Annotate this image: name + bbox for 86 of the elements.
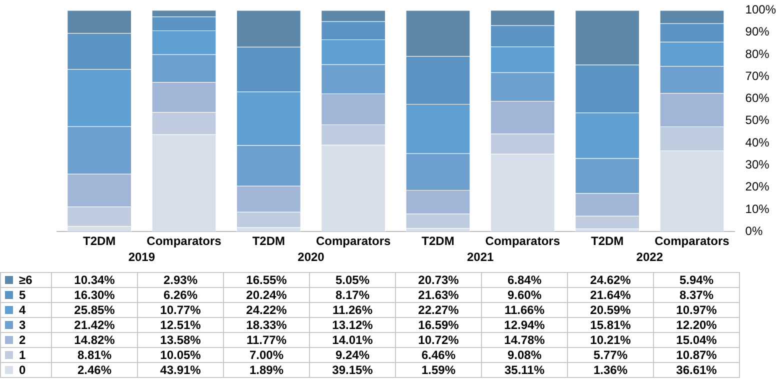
data-label: 10.21% (568, 332, 654, 348)
data-label: 9.24% (310, 348, 396, 362)
data-label: 11.77% (224, 332, 310, 348)
data-label: 39.15% (310, 362, 396, 378)
x-tick-label: T2DM (590, 234, 624, 248)
x-tick-label: Comparators (316, 234, 391, 248)
data-label: 9.08% (482, 348, 568, 362)
data-label: 5.94% (654, 272, 740, 288)
data-label: 15.81% (568, 318, 654, 332)
legend-label: 0 (19, 363, 26, 377)
data-label: 36.61% (654, 362, 740, 378)
data-label: 10.34% (52, 272, 138, 288)
data-label: 5.77% (568, 348, 654, 362)
data-label: 16.55% (224, 272, 310, 288)
data-label: 2.46% (52, 362, 138, 378)
data-label: 16.59% (396, 318, 482, 332)
data-label: 21.42% (52, 318, 138, 332)
data-label: 20.59% (568, 302, 654, 318)
y-tick-label: 80% (745, 46, 770, 61)
y-tick-label: 70% (745, 68, 770, 83)
data-label: 20.24% (224, 288, 310, 302)
data-label: 7.00% (224, 348, 310, 362)
data-label: 11.26% (310, 302, 396, 318)
legend-label: 5 (19, 288, 26, 302)
legend-label: 3 (19, 318, 26, 332)
data-label: 12.51% (138, 318, 224, 332)
data-label: 18.33% (224, 318, 310, 332)
data-label: 8.37% (654, 288, 740, 302)
data-label: 14.01% (310, 332, 396, 348)
legend-label: 4 (19, 303, 26, 317)
data-label: 6.46% (396, 348, 482, 362)
data-label: 24.22% (224, 302, 310, 318)
x-tick-label: Comparators (485, 234, 560, 248)
x-tick-label: Comparators (146, 234, 222, 248)
legend-label: 2 (19, 333, 26, 347)
legend-label: ≥6 (19, 273, 32, 287)
data-label: 15.04% (654, 332, 740, 348)
x-tick-label: T2DM (82, 234, 116, 248)
data-label: 21.64% (568, 288, 654, 302)
data-label: 10.87% (654, 348, 740, 362)
data-label: 21.63% (396, 288, 482, 302)
data-label: 14.82% (52, 332, 138, 348)
data-label: 2.93% (138, 272, 224, 288)
data-label: 1.59% (396, 362, 482, 378)
data-label: 5.05% (310, 272, 396, 288)
data-label: 8.17% (310, 288, 396, 302)
data-label: 1.36% (568, 362, 654, 378)
data-label: 11.66% (482, 302, 568, 318)
data-label: 9.60% (482, 288, 568, 302)
y-tick-label: 0% (745, 224, 763, 238)
x-tick-label: Comparators (654, 234, 730, 248)
data-label: 12.94% (482, 318, 568, 332)
data-label: 14.78% (482, 332, 568, 348)
data-label: 10.97% (654, 302, 740, 318)
y-tick-label: 50% (745, 113, 770, 128)
data-label: 13.58% (138, 332, 224, 348)
y-tick-label: 90% (745, 24, 770, 39)
data-label: 20.73% (396, 272, 482, 288)
data-label: 43.91% (138, 362, 224, 378)
x-tick-label: T2DM (422, 234, 454, 248)
data-label: 10.72% (396, 332, 482, 348)
y-tick-label: 100% (745, 2, 776, 17)
data-label: 13.12% (310, 318, 396, 332)
data-label: 35.11% (482, 362, 568, 378)
data-label: 22.27% (396, 302, 482, 318)
data-label: 8.81% (52, 348, 138, 362)
data-label: 24.62% (568, 272, 654, 288)
data-label: 10.77% (138, 302, 224, 318)
y-tick-label: 40% (745, 135, 770, 150)
text: 2019 (128, 250, 156, 264)
data-label: 16.30% (52, 288, 138, 302)
data-label: 25.85% (52, 302, 138, 318)
text: 2021 (466, 250, 494, 264)
data-label: 12.20% (654, 318, 740, 332)
y-tick-label: 60% (745, 91, 770, 106)
data-label: 10.05% (138, 348, 224, 362)
x-tick-label: T2DM (252, 234, 285, 248)
data-label: 6.26% (138, 288, 224, 302)
y-tick-label: 20% (745, 180, 770, 194)
data-label: 6.84% (482, 272, 568, 288)
text: 2022 (636, 250, 664, 264)
text: 2020 (298, 250, 325, 264)
data-label: 1.89% (224, 362, 310, 378)
y-tick-label: 10% (745, 202, 770, 216)
legend-label: 1 (19, 348, 26, 362)
y-tick-label: 30% (745, 157, 770, 172)
